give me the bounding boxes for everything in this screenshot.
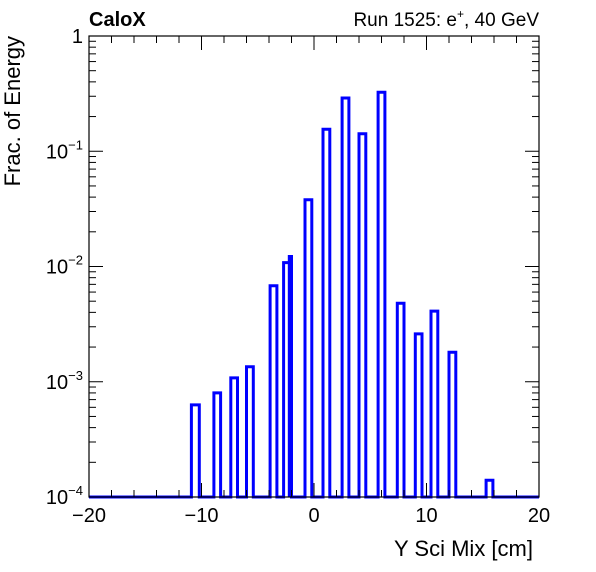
x-tick-label: 0 — [308, 505, 319, 527]
x-tick-label: 10 — [415, 505, 437, 527]
y-tick-label: 10−2 — [46, 253, 83, 279]
histogram-series-line — [89, 90, 539, 499]
plot-frame — [88, 35, 540, 498]
y-tick-label: 10−1 — [46, 137, 83, 163]
experiment-label: CaloX — [89, 9, 146, 31]
run-label: Run 1525: e+, 40 GeV — [353, 7, 539, 31]
x-tick-label: −20 — [72, 505, 106, 527]
y-axis-title: Frac. of Energy — [0, 36, 25, 186]
x-tick-label: 20 — [528, 505, 550, 527]
axis-tick-labels: −20 −10 0 10 20 1 10−1 10−2 10−3 10−4 — [46, 26, 550, 527]
x-tick-label: −10 — [185, 505, 219, 527]
y-tick-label: 10−4 — [46, 483, 83, 509]
y-tick-label: 10−3 — [46, 368, 83, 394]
x-axis-title: Y Sci Mix [cm] — [394, 536, 533, 561]
y-tick-label: 1 — [72, 26, 83, 48]
